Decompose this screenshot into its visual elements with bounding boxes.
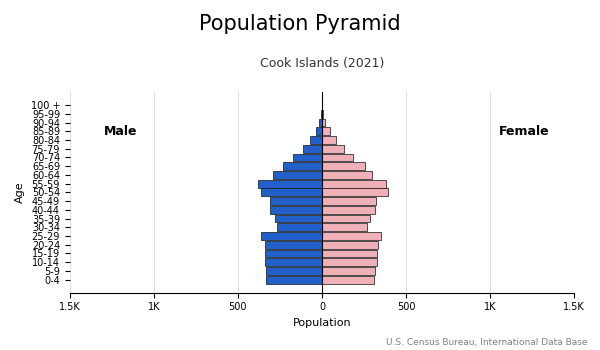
Text: Female: Female (499, 125, 549, 138)
Bar (262, 188, 322, 196)
Bar (266, 276, 322, 284)
Bar (322, 223, 367, 231)
Bar (322, 136, 336, 144)
Bar (322, 258, 377, 266)
Bar (265, 258, 322, 266)
Bar (265, 241, 322, 249)
Bar (319, 119, 322, 126)
Bar (304, 145, 322, 153)
Bar (293, 154, 322, 161)
X-axis label: Population: Population (293, 318, 351, 328)
Text: Male: Male (103, 125, 137, 138)
Text: U.S. Census Bureau, International Data Base: U.S. Census Bureau, International Data B… (386, 337, 588, 346)
Bar (262, 232, 322, 240)
Bar (266, 267, 322, 275)
Bar (322, 171, 371, 179)
Bar (322, 119, 325, 126)
Bar (270, 206, 322, 214)
Bar (265, 250, 322, 257)
Bar (322, 197, 376, 205)
Bar (283, 162, 322, 170)
Bar (322, 145, 344, 153)
Bar (322, 250, 377, 257)
Bar (322, 110, 323, 118)
Bar (322, 241, 378, 249)
Text: Population Pyramid: Population Pyramid (199, 14, 401, 34)
Bar (322, 215, 370, 223)
Bar (322, 162, 365, 170)
Bar (316, 127, 322, 135)
Bar (322, 188, 388, 196)
Bar (321, 110, 322, 118)
Y-axis label: Age: Age (15, 182, 25, 203)
Bar (322, 127, 329, 135)
Bar (322, 154, 353, 161)
Bar (270, 197, 322, 205)
Bar (322, 276, 374, 284)
Bar (322, 232, 381, 240)
Bar (277, 223, 322, 231)
Title: Cook Islands (2021): Cook Islands (2021) (260, 57, 384, 70)
Bar (322, 206, 375, 214)
Bar (322, 267, 375, 275)
Bar (273, 171, 322, 179)
Bar (258, 180, 322, 188)
Bar (322, 180, 386, 188)
Bar (310, 136, 322, 144)
Bar (275, 215, 322, 223)
